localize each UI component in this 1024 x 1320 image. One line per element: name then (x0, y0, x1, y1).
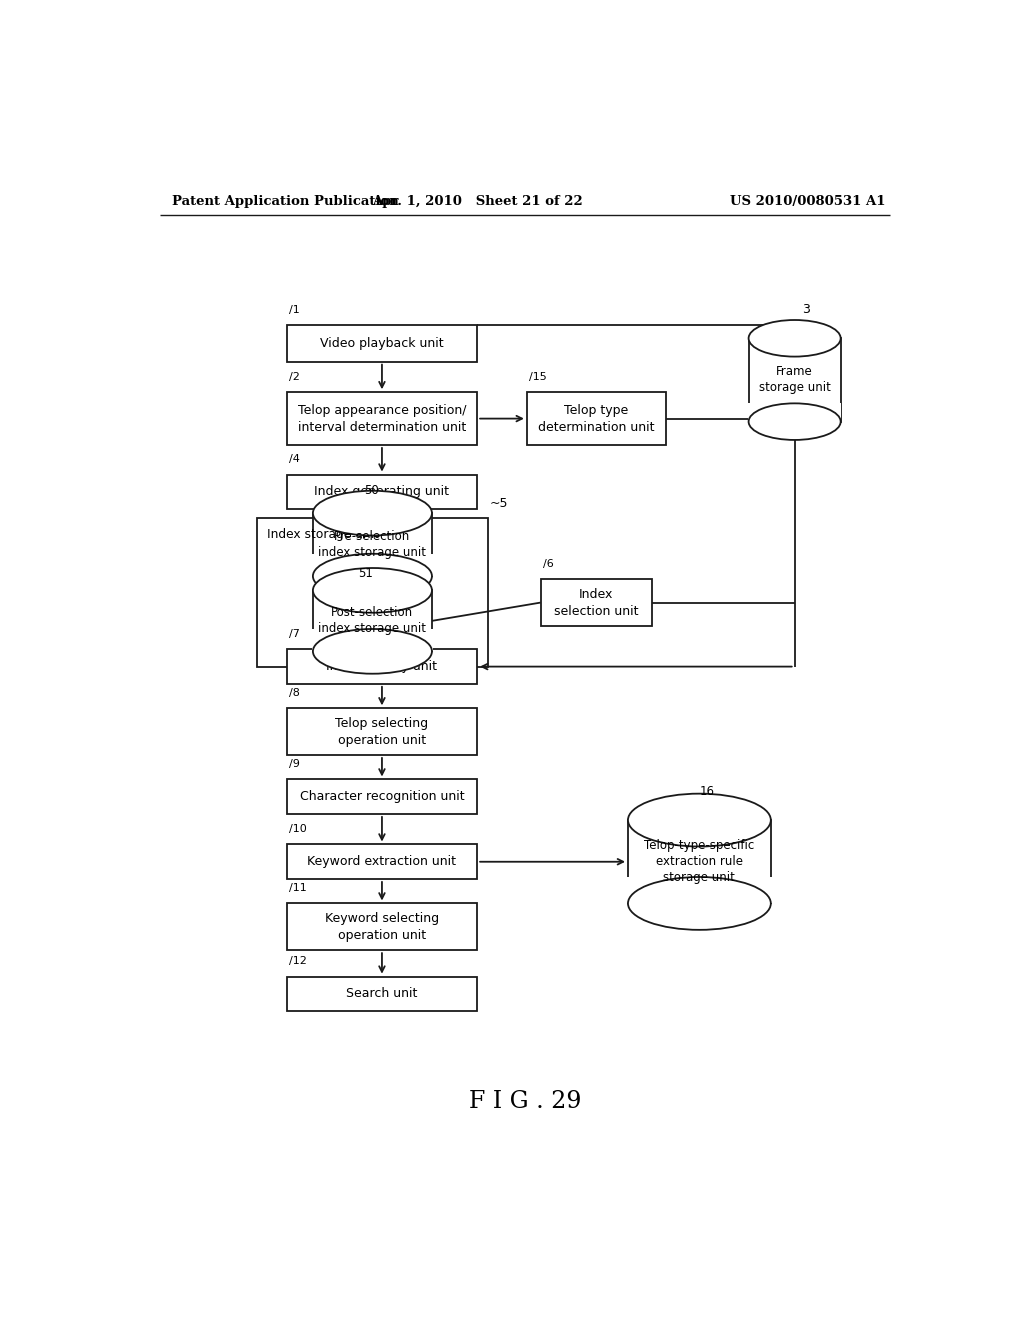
Text: /2: /2 (289, 372, 300, 381)
Text: 3: 3 (803, 304, 810, 315)
Text: /15: /15 (529, 372, 547, 381)
Text: Keyword selecting
operation unit: Keyword selecting operation unit (325, 912, 439, 941)
Text: 50: 50 (365, 484, 379, 496)
Bar (313, 590, 432, 651)
Bar (541, 579, 652, 626)
Ellipse shape (628, 876, 771, 929)
Text: Patent Application Publication: Patent Application Publication (172, 194, 398, 207)
Ellipse shape (313, 491, 432, 536)
Bar (627, 876, 772, 903)
Bar (628, 820, 771, 903)
Text: Pre-selection
index storage unit: Pre-selection index storage unit (318, 531, 426, 560)
Bar (748, 404, 842, 421)
Bar (287, 325, 477, 362)
Text: /7: /7 (289, 630, 300, 639)
Text: Character recognition unit: Character recognition unit (300, 791, 464, 803)
Text: Keyword extraction unit: Keyword extraction unit (307, 855, 457, 869)
Text: Frame
storage unit: Frame storage unit (759, 366, 830, 395)
Bar (287, 709, 477, 755)
Bar (287, 845, 477, 879)
Bar (287, 474, 477, 510)
Ellipse shape (628, 793, 771, 846)
Bar (287, 392, 477, 445)
Text: Search unit: Search unit (346, 987, 418, 1001)
Text: Telop-type-specific
extraction rule
storage unit: Telop-type-specific extraction rule stor… (644, 840, 755, 884)
Text: Telop selecting
operation unit: Telop selecting operation unit (336, 717, 428, 747)
Bar (287, 779, 477, 814)
Bar (257, 519, 487, 667)
Text: /9: /9 (289, 759, 300, 770)
Text: /12: /12 (289, 957, 307, 966)
Text: Video playback unit: Video playback unit (321, 337, 443, 350)
Text: Index generating unit: Index generating unit (314, 486, 450, 498)
Text: US 2010/0080531 A1: US 2010/0080531 A1 (730, 194, 886, 207)
Text: Post-selection
index storage unit: Post-selection index storage unit (318, 606, 426, 635)
Bar (287, 977, 477, 1011)
Bar (312, 554, 433, 576)
Text: F I G . 29: F I G . 29 (469, 1090, 581, 1113)
Text: /6: /6 (543, 560, 554, 569)
Bar (312, 630, 433, 651)
Text: Telop appearance position/
interval determination unit: Telop appearance position/ interval dete… (298, 404, 466, 433)
Bar (313, 513, 432, 576)
Text: Telop type
determination unit: Telop type determination unit (538, 404, 654, 433)
Ellipse shape (313, 554, 432, 598)
Ellipse shape (313, 568, 432, 612)
Text: /8: /8 (289, 688, 300, 698)
Ellipse shape (313, 630, 432, 673)
Text: 51: 51 (358, 568, 373, 581)
Text: ~5: ~5 (489, 498, 508, 510)
Ellipse shape (749, 404, 841, 440)
Bar (526, 392, 666, 445)
Ellipse shape (749, 319, 841, 356)
Text: Index
selection unit: Index selection unit (554, 587, 639, 618)
Text: /11: /11 (289, 883, 307, 894)
Bar (749, 338, 841, 421)
Bar (287, 903, 477, 950)
Text: /4: /4 (289, 454, 300, 465)
Text: /10: /10 (289, 824, 307, 834)
Text: Apr. 1, 2010   Sheet 21 of 22: Apr. 1, 2010 Sheet 21 of 22 (372, 194, 583, 207)
Text: /1: /1 (289, 305, 300, 315)
Bar (287, 649, 477, 684)
Text: 16: 16 (699, 784, 715, 797)
Text: Index storage unit: Index storage unit (267, 528, 379, 541)
Text: Index display unit: Index display unit (327, 660, 437, 673)
